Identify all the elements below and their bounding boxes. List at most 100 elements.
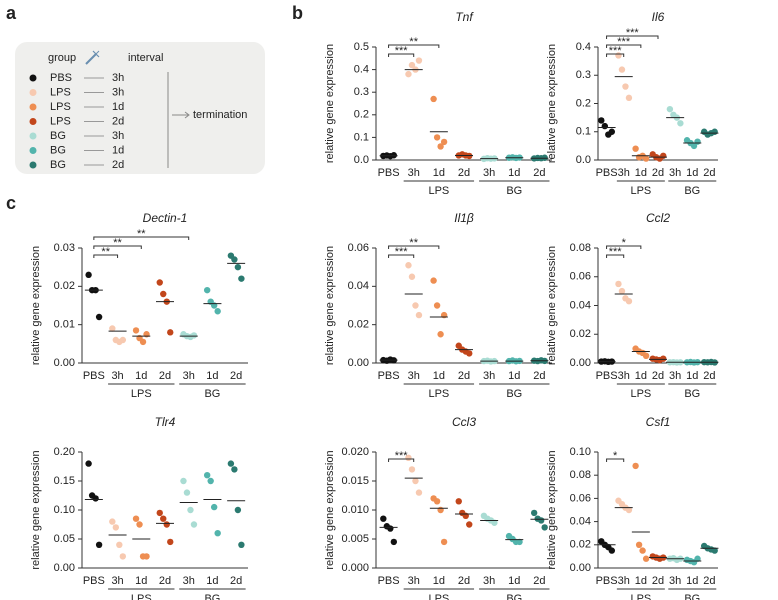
data-point — [132, 327, 140, 334]
data-point — [132, 515, 140, 522]
data-point — [642, 155, 650, 162]
data-point — [390, 538, 398, 546]
y-tick-label: 0.020 — [341, 446, 369, 458]
y-tick-label: 0.4 — [576, 41, 591, 53]
data-point — [642, 352, 650, 360]
data-point — [408, 466, 416, 473]
group-label: BG — [204, 388, 220, 400]
x-tick-label: 1d — [206, 575, 218, 587]
data-point — [119, 553, 127, 560]
x-tick-label: 2d — [159, 575, 171, 587]
x-tick-label: 2d — [159, 370, 171, 382]
x-tick-label: 2d — [458, 575, 470, 587]
data-point — [690, 142, 698, 150]
group-label: LPS — [630, 593, 651, 600]
x-tick-label: 1d — [433, 370, 445, 382]
data-point — [415, 57, 423, 64]
panel-label: c — [6, 193, 16, 213]
x-tick-label: 1d — [206, 370, 218, 382]
data-point — [601, 122, 609, 130]
data-point — [234, 263, 242, 271]
significance-bracket — [606, 53, 625, 57]
y-tick-label: 0.010 — [341, 504, 369, 516]
x-tick-label: 2d — [458, 167, 470, 179]
y-tick-label: 0.03 — [54, 242, 75, 254]
significance-label: *** — [395, 45, 409, 57]
data-point — [711, 128, 718, 135]
group-label: BG — [506, 388, 522, 400]
chart-title: Il6 — [652, 10, 665, 24]
data-point — [440, 138, 448, 146]
y-tick-label: 0.02 — [570, 328, 591, 340]
x-tick-label: 3h — [483, 575, 495, 587]
legend-header: group — [48, 52, 76, 64]
data-point — [618, 287, 626, 295]
data-point — [530, 509, 538, 517]
y-tick-label: 0.20 — [54, 446, 75, 458]
y-tick-label: 0.1 — [354, 131, 369, 143]
significance-label: * — [622, 237, 627, 249]
legend-interval: 3h — [112, 72, 124, 84]
significance-bracket — [388, 53, 415, 57]
x-tick-label: 1d — [686, 370, 698, 382]
data-point — [163, 521, 170, 528]
legend-interval: 1d — [112, 101, 124, 113]
legend-box — [15, 42, 265, 174]
group-label: BG — [684, 388, 700, 400]
significance-label: *** — [626, 27, 640, 39]
data-point — [214, 308, 221, 315]
legend-interval: 2d — [112, 159, 124, 171]
chart-title: Ccl3 — [452, 415, 476, 429]
x-tick-label: 1d — [135, 575, 147, 587]
group-label: BG — [506, 593, 522, 600]
significance-bracket — [606, 44, 642, 48]
y-tick-label: 0.00 — [570, 357, 591, 369]
significance-bracket — [93, 254, 119, 258]
legend-endpoint: termination — [193, 109, 247, 121]
data-point — [632, 145, 639, 152]
group-label: BG — [204, 593, 220, 600]
x-tick-label: PBS — [596, 370, 618, 382]
y-tick-label: 0.0 — [354, 154, 369, 166]
data-point — [491, 519, 498, 526]
chart-title: Ccl2 — [646, 211, 670, 225]
data-point — [190, 332, 198, 339]
data-point — [167, 538, 174, 546]
y-tick-label: 0.10 — [54, 504, 75, 516]
x-tick-label: 3h — [618, 167, 630, 179]
group-label: LPS — [630, 388, 651, 400]
significance-bracket — [93, 236, 190, 240]
data-point — [433, 302, 441, 309]
x-tick-label: PBS — [596, 575, 618, 587]
data-point — [677, 120, 684, 127]
y-tick-label: 0.05 — [54, 533, 75, 545]
data-point — [415, 489, 423, 496]
significance-label: *** — [395, 246, 409, 258]
data-point — [625, 94, 633, 102]
x-tick-label: 3h — [618, 575, 630, 587]
significance-bracket — [93, 245, 142, 249]
y-tick-label: 0.02 — [54, 280, 75, 292]
x-tick-label: 1d — [433, 575, 445, 587]
y-tick-label: 0.04 — [348, 280, 369, 292]
data-point — [109, 325, 116, 332]
legend-interval: 1d — [112, 144, 124, 156]
data-point — [632, 462, 639, 470]
x-tick-label: 2d — [230, 370, 242, 382]
legend-group: BG — [50, 130, 66, 142]
x-tick-label: 2d — [458, 370, 470, 382]
x-tick-label: 3h — [618, 370, 630, 382]
significance-label: *** — [395, 450, 409, 462]
x-tick-label: PBS — [378, 370, 400, 382]
data-point — [625, 297, 633, 305]
data-point — [238, 541, 245, 548]
data-point — [156, 279, 163, 286]
data-point — [660, 355, 667, 362]
x-tick-label: 3h — [408, 167, 420, 179]
group-label: BG — [506, 185, 522, 197]
y-tick-label: 0.0 — [576, 154, 591, 166]
legend-group: LPS — [50, 101, 71, 113]
group-label: LPS — [428, 388, 449, 400]
data-point — [412, 302, 419, 309]
